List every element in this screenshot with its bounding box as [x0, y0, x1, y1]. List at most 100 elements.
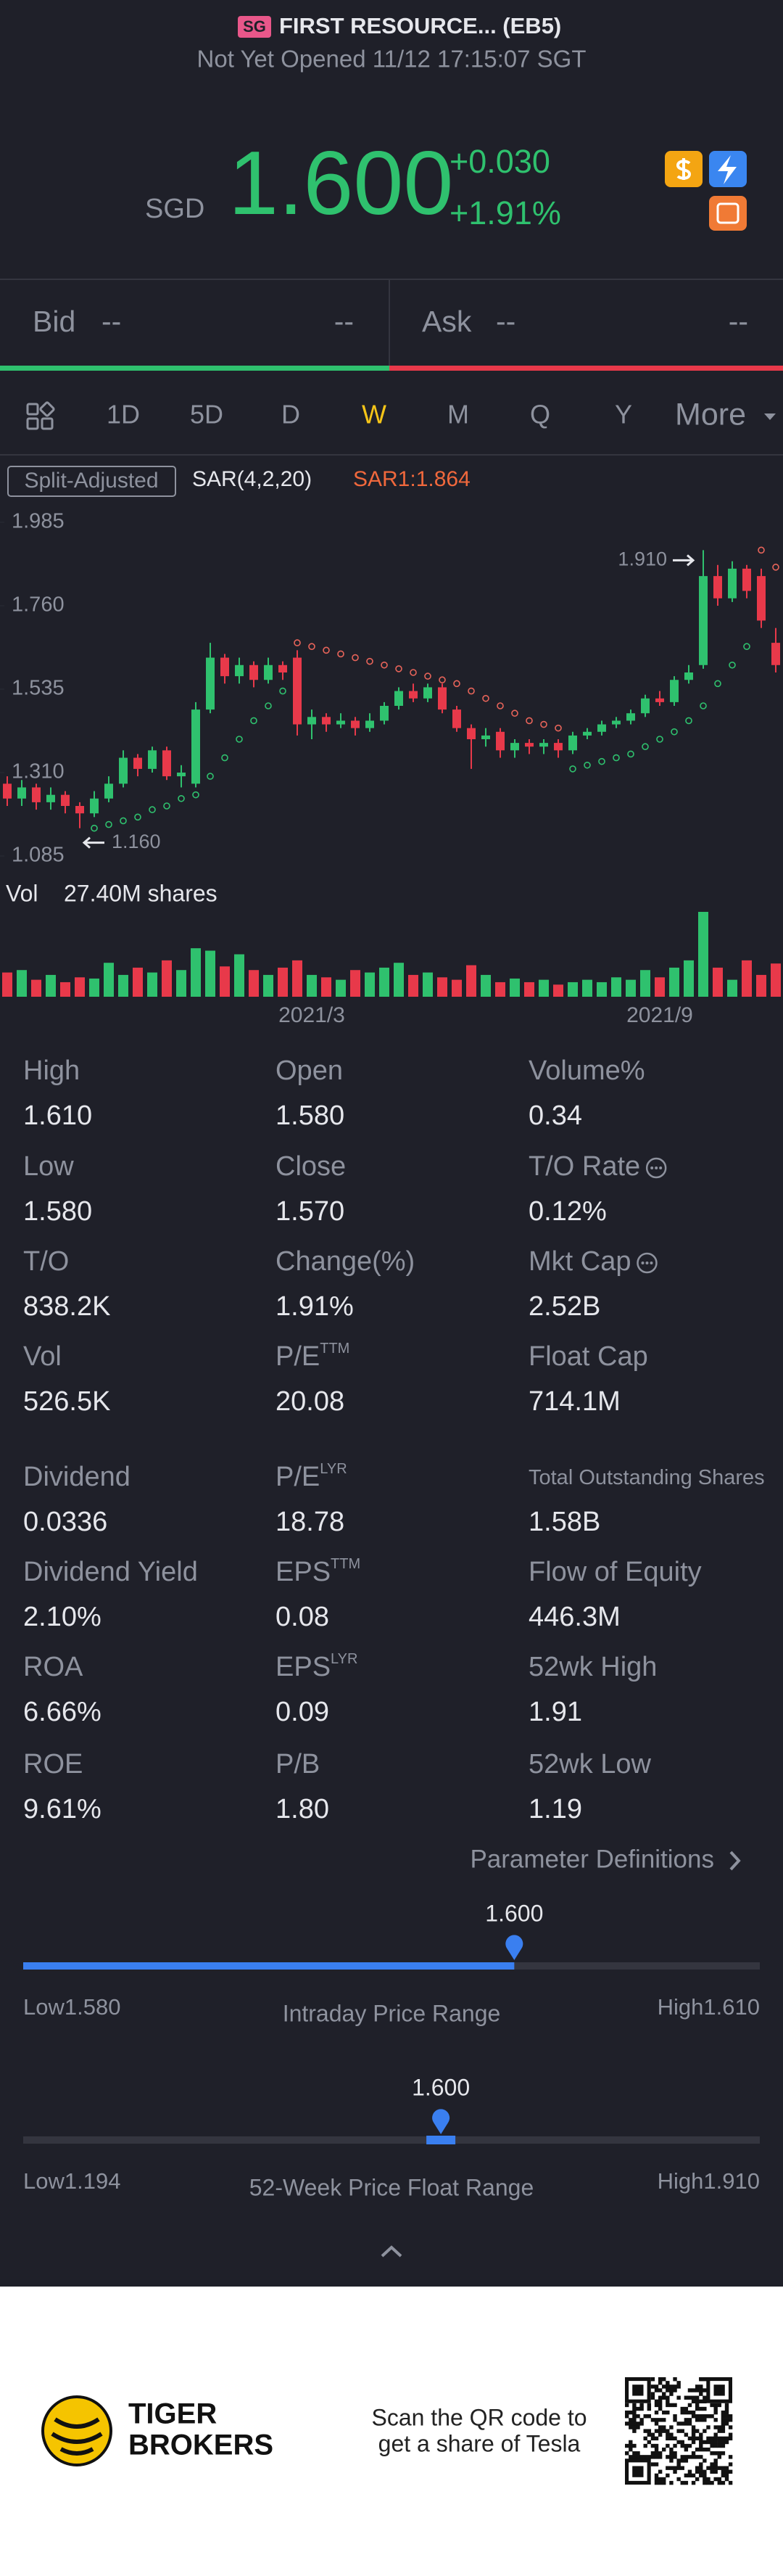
logo-stripes — [51, 2417, 103, 2456]
qr-module — [643, 2429, 647, 2433]
annotation: 1.910 — [618, 548, 667, 569]
qr-module — [684, 2418, 689, 2422]
qr-module — [680, 2421, 684, 2426]
range-high-value: 1.910 — [703, 2168, 760, 2194]
sar-dot — [352, 654, 359, 662]
period-tab[interactable]: M — [447, 400, 469, 429]
range-current: 1.600 — [485, 1900, 543, 1926]
parameter-definitions[interactable]: Parameter Definitions — [470, 1845, 714, 1873]
stat-label-text: Volume% — [529, 1055, 645, 1086]
qr-module — [632, 2410, 637, 2415]
volume-bar — [669, 967, 679, 997]
qr-module — [703, 2440, 707, 2445]
qr-module — [666, 2432, 670, 2437]
period-tab[interactable]: W — [362, 400, 386, 429]
qr-module — [728, 2469, 733, 2474]
qr-code — [624, 2377, 733, 2485]
qr-module — [699, 2462, 703, 2466]
sar-dot — [758, 546, 765, 554]
sar-dot — [337, 650, 344, 658]
qr-module — [673, 2414, 677, 2419]
last-price: 1.600 — [228, 133, 453, 234]
volume-bar — [524, 982, 534, 997]
qr-module — [699, 2436, 703, 2441]
candle-body — [220, 657, 229, 677]
stat-value: 526.5K — [23, 1386, 110, 1417]
stat-value: 1.91% — [276, 1291, 354, 1322]
qr-module — [691, 2455, 696, 2459]
qr-module — [687, 2395, 692, 2400]
sar-dot — [279, 687, 286, 695]
candle-body — [90, 798, 99, 814]
qr-module — [654, 2410, 659, 2415]
volume-bar — [278, 967, 288, 997]
qr-module — [632, 2443, 637, 2448]
info-icon[interactable] — [645, 1157, 667, 1179]
qr-module — [717, 2466, 721, 2470]
qr-module — [650, 2455, 655, 2459]
promo-text: Scan the QR code to — [371, 2404, 587, 2430]
chevron[interactable] — [729, 1851, 741, 1871]
layout-icon[interactable] — [26, 401, 55, 430]
info-icon[interactable] — [637, 1252, 658, 1274]
period-tab[interactable]: D — [281, 400, 300, 429]
qr-module — [654, 2451, 659, 2456]
volume-bar — [46, 974, 56, 997]
ask-size: -- — [729, 305, 748, 338]
qr-module — [721, 2451, 726, 2456]
period-tab[interactable]: 5D — [190, 400, 223, 429]
qr-module — [721, 2410, 726, 2415]
price-change: +0.030 — [450, 143, 550, 180]
qr-module — [691, 2480, 696, 2485]
sar-dot — [149, 806, 156, 813]
qr-module — [721, 2443, 726, 2448]
qr-module — [680, 2429, 684, 2433]
qr-module — [695, 2436, 700, 2441]
sar-dot — [221, 754, 228, 762]
qr-module — [691, 2473, 696, 2478]
qr-module — [717, 2451, 721, 2456]
qr-module — [699, 2432, 703, 2437]
qr-module — [632, 2421, 637, 2426]
qr-module — [691, 2399, 696, 2404]
range-low: Low1.580 — [23, 1994, 120, 2020]
qr-module — [728, 2432, 733, 2437]
candle-body — [264, 664, 273, 680]
range-high-value: 1.610 — [703, 1994, 760, 2020]
sar-dot — [163, 802, 170, 810]
period-tab[interactable]: 1D — [107, 400, 140, 429]
volume-bar — [713, 967, 723, 997]
qr-module — [717, 2425, 721, 2429]
qr-module — [639, 2421, 644, 2426]
qr-module — [724, 2403, 729, 2408]
period-tab[interactable]: Y — [615, 400, 632, 429]
period-tab[interactable]: Q — [530, 400, 550, 429]
period-tab[interactable]: More — [675, 397, 746, 432]
collapse-caret[interactable] — [381, 2245, 402, 2258]
qr-module — [676, 2429, 681, 2433]
news-icon[interactable] — [709, 196, 747, 231]
qr-module — [632, 2418, 637, 2422]
y-tick-label: 1.310 — [12, 760, 65, 783]
qr-module — [666, 2399, 670, 2404]
qr-module — [695, 2469, 700, 2474]
volume-bar — [365, 972, 375, 997]
x-tick-label: 2021/9 — [626, 1003, 693, 1027]
adjust-box[interactable] — [7, 466, 176, 497]
qr-module — [669, 2458, 674, 2463]
sar-dot — [439, 676, 446, 684]
candle-body — [626, 713, 635, 721]
more-arrow[interactable] — [764, 413, 776, 420]
qr-module — [625, 2410, 629, 2415]
stat-label: EPSTTM — [276, 1556, 360, 1587]
adjust-label[interactable]: Split-Adjusted — [24, 469, 158, 493]
stat-label-text: Dividend Yield — [23, 1557, 198, 1587]
qr-module — [654, 2403, 659, 2408]
sar-dot — [540, 720, 547, 728]
range-high: High1.610 — [658, 1994, 760, 2020]
qr-module — [666, 2473, 670, 2478]
candle-body — [249, 664, 258, 680]
stat-label: Mkt Cap — [529, 1246, 631, 1277]
stat-label: P/ELYR — [276, 1461, 347, 1492]
volume-bar — [495, 982, 505, 997]
